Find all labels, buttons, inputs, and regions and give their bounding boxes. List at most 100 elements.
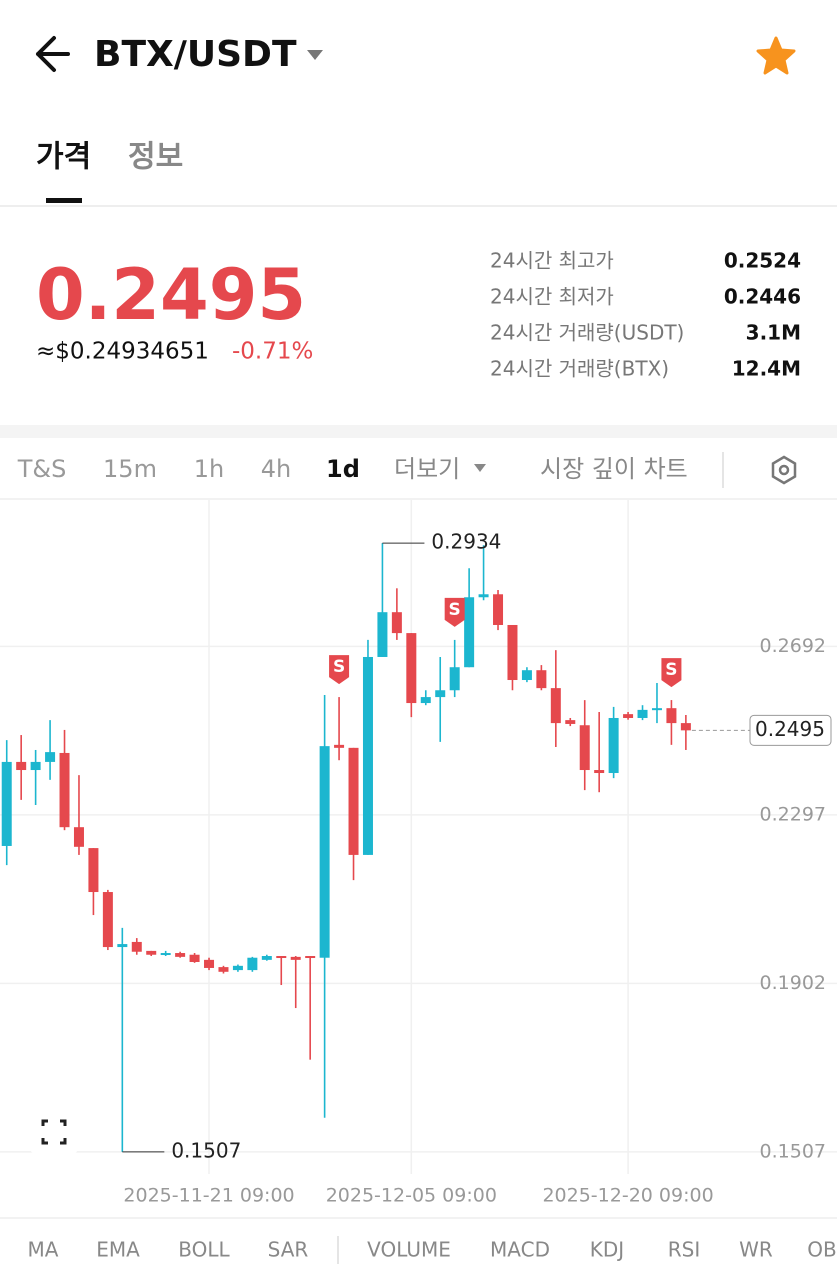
candle-body bbox=[377, 612, 388, 657]
y-tick-label: 0.1902 bbox=[760, 972, 826, 994]
last-price: 0.2495 bbox=[36, 254, 306, 336]
candle-body bbox=[160, 953, 171, 956]
stats: 24시간 최고가 0.2524 24시간 최저가 0.2446 24시간 거래량(USD… bbox=[490, 249, 801, 381]
tab[interactable]: 정보 bbox=[128, 140, 183, 175]
candle-body bbox=[232, 965, 243, 971]
stat-value: 12.4M bbox=[732, 357, 801, 381]
candle-body bbox=[362, 656, 373, 855]
indicator-tab[interactable]: MA bbox=[28, 1238, 59, 1262]
x-tick-label: 2025-11-21 09:00 bbox=[123, 1185, 294, 1207]
candle-body bbox=[680, 723, 691, 731]
candle-body bbox=[406, 633, 417, 704]
low-label: 0.1507 bbox=[171, 1138, 241, 1162]
candle-body bbox=[59, 752, 70, 828]
timeframe[interactable]: 1d bbox=[326, 455, 360, 483]
candle-body bbox=[261, 956, 272, 960]
y-tick-label: 0.1507 bbox=[760, 1140, 826, 1162]
last-price-box bbox=[749, 714, 832, 746]
candlestick-chart: 2025-11-21 09:00 2025-12-05 09:00 2025-12-… bbox=[0, 500, 837, 1207]
signal-label: S bbox=[333, 657, 345, 677]
indicator-tab[interactable]: WR bbox=[739, 1238, 773, 1262]
candle-body bbox=[73, 827, 84, 847]
candle-body bbox=[478, 594, 489, 598]
indicator-tab[interactable]: EMA bbox=[96, 1238, 140, 1262]
stat-label: 24시간 거래량(BTX) bbox=[490, 357, 669, 381]
x-tick-label: 2025-12-05 09:00 bbox=[326, 1185, 497, 1207]
candle-body bbox=[608, 717, 619, 774]
indicator-tab[interactable]: RSI bbox=[668, 1238, 701, 1262]
signal-badge bbox=[444, 597, 465, 627]
stat-value: 0.2446 bbox=[724, 285, 801, 309]
fullscreen-button[interactable] bbox=[30, 1110, 78, 1154]
depth-chart-button[interactable]: 시장 깊이 차트 bbox=[540, 455, 688, 483]
candle-body bbox=[146, 950, 157, 955]
candle-body bbox=[45, 752, 56, 762]
more-button[interactable]: 더보기 bbox=[394, 455, 460, 483]
candle-body bbox=[305, 956, 316, 959]
timeframe[interactable]: 4h bbox=[261, 455, 291, 483]
high-label: 0.2934 bbox=[431, 530, 501, 554]
candle-body bbox=[319, 746, 330, 958]
candle-body bbox=[88, 848, 99, 893]
price-approx: ≈$0.24934651 bbox=[36, 339, 209, 365]
candle-body bbox=[435, 690, 446, 698]
candle-body bbox=[651, 708, 662, 711]
candle-body bbox=[536, 670, 547, 689]
indicator-tab[interactable]: MACD bbox=[490, 1238, 550, 1262]
favorite-star[interactable] bbox=[756, 36, 796, 75]
candle-body bbox=[464, 597, 475, 668]
candle-body bbox=[565, 720, 576, 724]
candle-body bbox=[521, 670, 532, 681]
stat-label: 24시간 최저가 bbox=[490, 285, 614, 309]
indicators: MA EMA BOLL SAR VOLUME MACD KDJ RSI WR OB bbox=[28, 1238, 837, 1262]
candle-body bbox=[449, 667, 460, 691]
timeframes: T&S 15m 1h 4h 1d bbox=[17, 455, 360, 483]
candle-body bbox=[348, 747, 359, 855]
candle-body bbox=[117, 944, 128, 948]
back-button[interactable] bbox=[36, 36, 70, 72]
candle-body bbox=[175, 953, 186, 957]
candle-body bbox=[189, 954, 200, 962]
settings-icon[interactable] bbox=[771, 455, 797, 485]
candle-body bbox=[623, 714, 634, 718]
candle-body bbox=[218, 967, 229, 972]
stat-value: 3.1M bbox=[746, 321, 801, 345]
candle-body bbox=[102, 892, 113, 948]
indicator-tab[interactable]: VOLUME bbox=[367, 1238, 451, 1262]
pair-dropdown[interactable] bbox=[307, 50, 323, 60]
timeframe[interactable]: 15m bbox=[103, 455, 157, 483]
candle-body bbox=[276, 956, 287, 959]
candle-body bbox=[637, 709, 648, 718]
stat-label: 24시간 거래량(USDT) bbox=[490, 321, 684, 345]
signal-badge bbox=[661, 658, 682, 688]
candle-body bbox=[30, 761, 41, 771]
indicator-tab[interactable]: OB bbox=[807, 1238, 836, 1262]
candle-body bbox=[247, 957, 258, 971]
y-tick-label: 0.2692 bbox=[760, 635, 826, 657]
more-caret bbox=[474, 464, 486, 472]
price-change: -0.71% bbox=[232, 339, 313, 365]
timeframe[interactable]: T&S bbox=[17, 455, 67, 483]
y-tick-label: 0.2297 bbox=[760, 803, 826, 825]
indicator-tab[interactable]: BOLL bbox=[178, 1238, 230, 1262]
x-tick-label: 2025-12-20 09:00 bbox=[542, 1185, 713, 1207]
stat-label: 24시간 최고가 bbox=[490, 249, 614, 273]
candle-body bbox=[290, 956, 301, 960]
candle-body bbox=[1, 761, 12, 846]
signal-badge bbox=[329, 655, 350, 685]
candle-body bbox=[594, 770, 605, 774]
candle-body bbox=[334, 744, 345, 748]
pair-title: BTX/USDT bbox=[94, 34, 297, 75]
timeframe[interactable]: 1h bbox=[194, 455, 224, 483]
indicator-tab[interactable]: SAR bbox=[268, 1238, 309, 1262]
candle-body bbox=[204, 959, 215, 968]
indicator-tab[interactable]: KDJ bbox=[590, 1238, 624, 1262]
tab-active[interactable]: 가격 bbox=[36, 140, 91, 175]
candle-body bbox=[131, 941, 142, 952]
tab-underline bbox=[46, 198, 82, 203]
candle-body bbox=[550, 688, 561, 724]
candle-body bbox=[666, 708, 677, 724]
signal-label: S bbox=[449, 600, 461, 620]
